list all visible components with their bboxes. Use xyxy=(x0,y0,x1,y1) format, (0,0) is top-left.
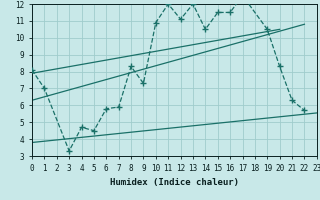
X-axis label: Humidex (Indice chaleur): Humidex (Indice chaleur) xyxy=(110,178,239,187)
